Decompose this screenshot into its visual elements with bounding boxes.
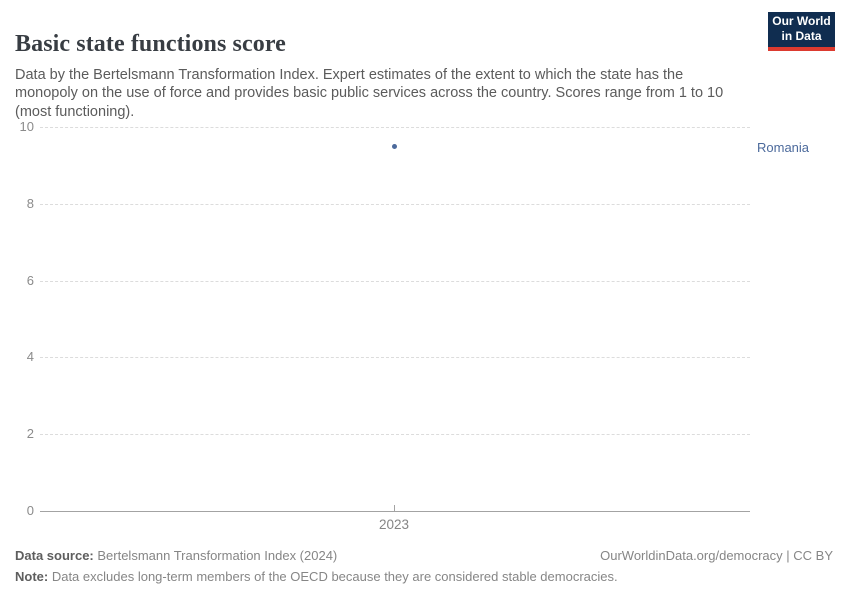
y-tick-label-2: 2	[26, 426, 34, 441]
owid-logo-line1: Our World	[772, 14, 831, 28]
chart-subtitle: Data by the Bertelsmann Transformation I…	[15, 66, 724, 120]
data-source-line: Data source: Bertelsmann Transformation …	[15, 548, 337, 563]
owid-logo-line2: in Data	[781, 29, 822, 43]
note-line: Note: Data excludes long-term members of…	[15, 569, 618, 584]
gridline-4	[40, 357, 750, 358]
gridline-8	[40, 204, 750, 205]
gridline-6	[40, 281, 750, 282]
entity-label-romania[interactable]: Romania	[757, 140, 810, 155]
gridline-10	[40, 127, 750, 128]
x-tick-label-2023: 2023	[378, 517, 410, 532]
y-tick-label-0: 0	[26, 503, 34, 518]
attribution-link[interactable]: OurWorldinData.org/democracy | CC BY	[600, 548, 833, 563]
data-source-label: Data source:	[15, 548, 94, 563]
note-label: Note:	[15, 569, 49, 584]
y-tick-label-10: 10	[19, 119, 34, 134]
x-tick-mark	[394, 505, 395, 511]
page-title: Basic state functions score	[15, 31, 286, 58]
owid-logo[interactable]: Our World in Data	[768, 12, 835, 51]
y-tick-label-4: 4	[26, 349, 34, 364]
note-value: Data excludes long-term members of the O…	[48, 569, 618, 584]
y-tick-label-6: 6	[26, 273, 34, 288]
data-source-value: Bertelsmann Transformation Index (2024)	[93, 548, 338, 563]
y-tick-label-8: 8	[26, 196, 34, 211]
x-axis-line	[40, 511, 750, 512]
data-point-romania-2023[interactable]	[392, 144, 397, 149]
gridline-2	[40, 434, 750, 435]
